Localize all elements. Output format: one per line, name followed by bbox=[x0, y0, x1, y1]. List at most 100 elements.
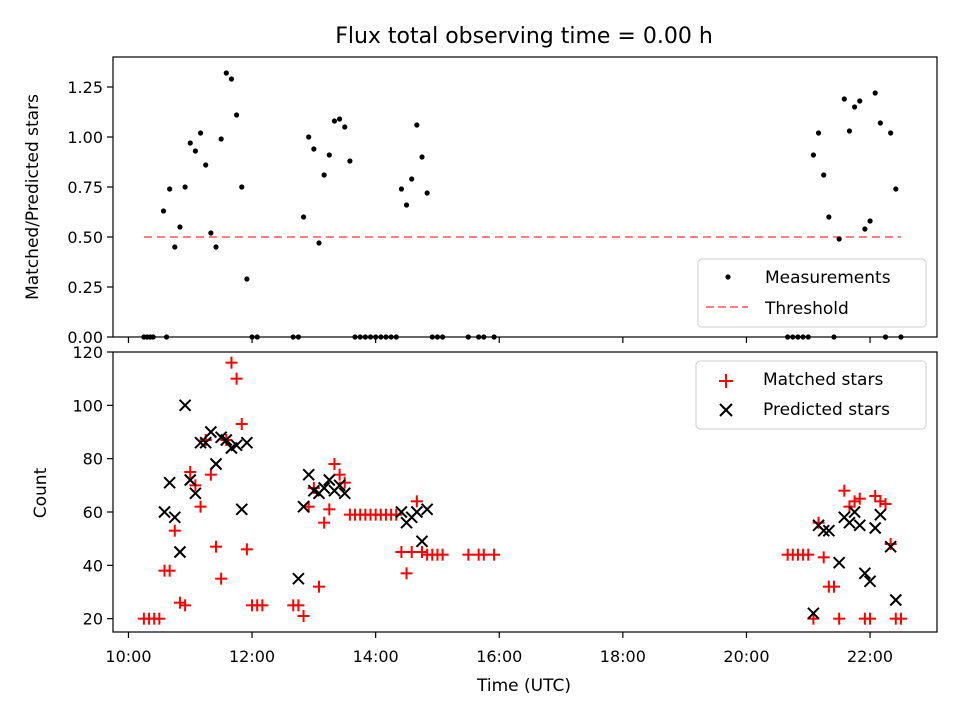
predicted-star-mark-b bbox=[848, 505, 861, 519]
predicted-star-point bbox=[807, 607, 820, 620]
matched-star-point bbox=[168, 524, 181, 537]
bottom-legend-box bbox=[695, 360, 927, 430]
predicted-star-point bbox=[415, 535, 429, 548]
matched-star-point bbox=[864, 612, 877, 625]
matched-star-point bbox=[436, 548, 449, 561]
matched-star-point bbox=[256, 599, 269, 612]
measurement-point bbox=[821, 172, 827, 178]
top-y-axis-label: Matched/Predicted stars bbox=[23, 94, 43, 300]
y-tick-label: 60 bbox=[83, 503, 103, 522]
predicted-star-point bbox=[868, 521, 882, 535]
matched-star-point bbox=[410, 495, 423, 508]
measurement-point bbox=[424, 190, 430, 196]
measurement-point bbox=[177, 224, 183, 230]
matched-star-point bbox=[869, 490, 882, 502]
predicted-star-mark-b bbox=[807, 607, 820, 620]
matched-star-point bbox=[477, 548, 490, 561]
predicted-star-mark-b bbox=[189, 487, 202, 500]
measurement-point bbox=[888, 130, 894, 136]
predicted-star-point bbox=[853, 519, 866, 532]
predicted-star-mark-b bbox=[199, 436, 212, 449]
x-tick-label: 22:00 bbox=[847, 647, 893, 666]
predicted-star-mark-b bbox=[874, 508, 887, 521]
predicted-star-mark-b bbox=[333, 479, 346, 492]
predicted-star-mark-b bbox=[220, 433, 233, 447]
predicted-star-point bbox=[158, 505, 171, 519]
matched-star-point bbox=[416, 546, 428, 558]
predicted-star-mark-b bbox=[817, 524, 830, 537]
matched-star-point bbox=[802, 548, 815, 561]
predicted-star-point bbox=[333, 479, 346, 492]
predicted-star-point bbox=[843, 516, 856, 529]
measurement-point bbox=[228, 76, 235, 82]
x-axis-label: Time (UTC) bbox=[476, 676, 571, 696]
predicted-star-mark-b bbox=[884, 540, 897, 553]
matched-star-point bbox=[230, 372, 243, 385]
predicted-star-mark-b bbox=[184, 473, 197, 487]
predicted-star-mark-b bbox=[194, 436, 207, 449]
legend-label-threshold: Threshold bbox=[764, 299, 849, 319]
top-plot-area bbox=[141, 70, 904, 340]
measurement-point bbox=[846, 128, 853, 134]
measurement-point bbox=[852, 104, 858, 110]
measurement-point bbox=[239, 184, 245, 190]
measurement-point bbox=[192, 148, 198, 154]
measurement-point bbox=[862, 226, 868, 232]
measurement-point bbox=[182, 184, 188, 190]
measurement-point bbox=[197, 130, 204, 136]
predicted-star-mark-b bbox=[235, 503, 248, 516]
measurement-point bbox=[337, 116, 343, 122]
measurement-point bbox=[347, 158, 353, 164]
predicted-star-point bbox=[184, 473, 197, 487]
y-tick-label: 80 bbox=[83, 450, 103, 469]
measurement-point bbox=[867, 218, 873, 224]
chart-title: Flux total observing time = 0.00 h bbox=[335, 24, 713, 49]
matched-star-point bbox=[318, 516, 331, 529]
predicted-star-point bbox=[395, 505, 408, 519]
bottom-axes-frame bbox=[112, 351, 938, 633]
predicted-star-mark-b bbox=[230, 439, 243, 452]
matched-star-point bbox=[848, 495, 861, 508]
measurement-point bbox=[160, 208, 167, 214]
predicted-star-point bbox=[874, 508, 887, 521]
bottom-plot-area bbox=[137, 356, 907, 625]
predicted-star-mark-b bbox=[317, 481, 331, 495]
y-tick-label: 0.50 bbox=[67, 228, 103, 247]
predicted-star-mark-b bbox=[173, 545, 187, 559]
predicted-star-mark-b bbox=[209, 457, 223, 471]
predicted-star-point bbox=[189, 487, 202, 500]
matched-star-point bbox=[153, 612, 166, 625]
matched-star-point bbox=[184, 466, 197, 478]
predicted-star-mark-b bbox=[302, 468, 315, 481]
predicted-star-point bbox=[168, 511, 182, 524]
matched-star-point bbox=[405, 546, 418, 558]
predicted-star-point bbox=[240, 436, 254, 449]
predicted-star-point bbox=[178, 399, 192, 412]
matched-star-point bbox=[853, 492, 866, 505]
measurement-point bbox=[208, 230, 214, 236]
matched-star-point bbox=[894, 612, 907, 625]
predicted-star-mark-b bbox=[415, 535, 429, 548]
matched-star-point bbox=[297, 610, 310, 622]
matched-star-point bbox=[328, 458, 341, 470]
matched-star-point bbox=[828, 580, 840, 593]
measurement-point bbox=[300, 214, 307, 220]
predicted-star-point bbox=[194, 436, 207, 449]
predicted-star-mark-b bbox=[832, 556, 846, 569]
measurement-point bbox=[311, 146, 317, 152]
measurement-point bbox=[877, 120, 883, 126]
y-tick-label: 120 bbox=[72, 343, 103, 362]
predicted-star-mark-b bbox=[168, 511, 182, 524]
matched-star-point bbox=[395, 546, 408, 558]
measurement-point bbox=[836, 236, 842, 242]
top-axis-ticks: 0.00 0.25 0.50 0.75 1.00 1.25 bbox=[67, 78, 871, 347]
top-axes-frame bbox=[112, 56, 938, 338]
matched-star-point bbox=[225, 356, 238, 369]
top-legend: Measurements Threshold bbox=[697, 258, 927, 328]
predicted-star-mark-b bbox=[240, 436, 254, 449]
measurement-point bbox=[213, 244, 219, 250]
matched-star-point bbox=[462, 548, 475, 561]
predicted-star-mark-b bbox=[214, 431, 228, 444]
measurement-point bbox=[218, 136, 224, 142]
